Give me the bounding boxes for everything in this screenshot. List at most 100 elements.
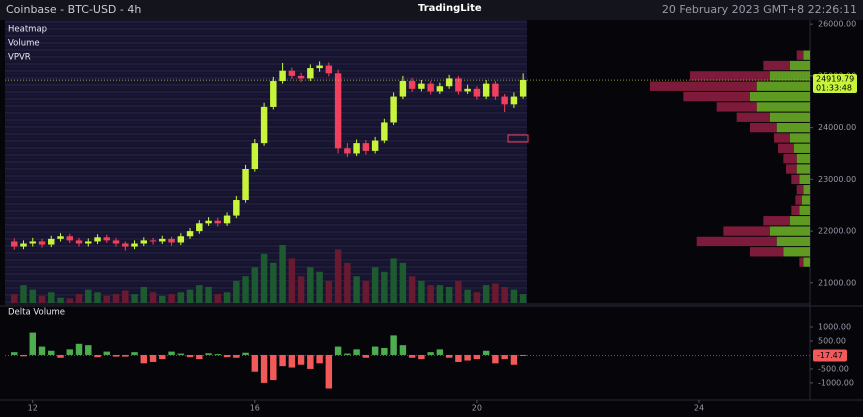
volume-bar [85,289,92,303]
volume-bar [510,289,518,303]
candle-body [186,231,194,237]
delta-bar [159,354,166,360]
candle-body [418,83,425,89]
y-tick-label: 24000.00 [818,123,856,132]
delta-bar [140,354,148,364]
volume-bar [38,295,46,303]
delta-bar [464,354,471,361]
volume-bar [20,285,27,303]
vpvr-sell [750,247,784,257]
delta-bar [399,345,407,355]
delta-bar [371,346,379,355]
candle-body [270,81,277,107]
volume-bar [279,245,286,303]
vpvr-sell [799,257,804,267]
volume-bar [11,294,18,303]
volume-bar [29,289,36,303]
volume-bar [418,280,425,303]
volume-bar [270,262,277,303]
volume-bar [362,280,370,303]
candle-body [103,237,110,241]
volume-bar [288,258,296,303]
candle-body [408,81,416,89]
delta-bar [307,354,314,369]
y-tick-label: 1000.00 [818,323,851,332]
volume-bar [464,289,471,303]
candle-body [519,80,527,97]
volume-bar [344,262,351,303]
candle-body [334,73,342,149]
candle-body [501,96,508,105]
y-tick-label: 21000.00 [818,278,856,287]
vpvr-buy [803,257,810,267]
vpvr-sell [736,112,770,122]
vpvr-sell [723,226,770,236]
candle-body [48,238,55,245]
vpvr-sell [774,133,790,143]
vpvr-buy [750,91,810,102]
candle-body [436,86,444,92]
delta-bar [270,354,277,381]
vpvr-buy [790,133,810,143]
delta-bar [455,354,462,362]
delta-bar [279,354,286,367]
candle-body [316,65,323,69]
candle-body [196,223,203,232]
volume-bar [408,276,416,303]
volume-bar [519,294,527,303]
delta-bar [233,354,240,358]
vpvr-sell [750,122,777,133]
delta-bar [362,354,370,358]
delta-bar [519,354,527,356]
candle-body [112,240,120,244]
brand: TradingLite [418,3,482,14]
candle-body [390,96,397,123]
vpvr-sell [683,91,750,102]
candle-body [482,83,490,97]
chart-title: Coinbase - BTC-USD - 4h [6,3,142,16]
delta-bar [418,354,425,360]
delta-bar [205,353,212,355]
volume-bar [196,285,203,303]
volume-bar [94,292,101,303]
vpvr-buy [799,205,810,216]
vpvr-buy [796,153,810,164]
y-tick-label: 26000.00 [818,20,856,29]
candle-body [159,238,166,242]
volume-bar [66,298,74,303]
vpvr-buy [790,216,810,226]
delta-bar [112,354,120,357]
vpvr-sell [791,174,800,185]
x-tick-label: 24 [694,404,704,413]
delta-bar [214,354,222,356]
candle-body [279,70,286,82]
volume-bar [334,249,342,303]
vpvr-buy [803,50,810,60]
vpvr-sell [763,60,790,71]
candle-body [233,200,240,216]
delta-bar [297,354,305,365]
x-tick-label: 16 [250,404,260,413]
candle-body [344,148,351,154]
volume-bar [149,292,157,303]
candle-body [353,143,360,154]
header: Coinbase - BTC-USD - 4h TradingLite 20 F… [0,0,863,20]
chart: Heatmap Volume VPVR 21000.00 22000.00 23000.0… [0,20,863,413]
volume-bar [103,295,110,303]
volume-bar [371,267,379,303]
vpvr-sell [716,102,757,112]
volume-bar [140,286,148,303]
candle-body [140,240,148,244]
volume-bar [205,286,212,303]
candle-body [473,88,481,97]
delta-bar [196,354,203,360]
vpvr-buy [803,185,810,195]
delta-bar [492,354,499,364]
volume-bar [186,289,194,303]
delta-bar [436,349,444,355]
layer-label: VPVR [8,53,31,63]
vpvr-buy [799,174,810,185]
candle-body [464,88,471,92]
